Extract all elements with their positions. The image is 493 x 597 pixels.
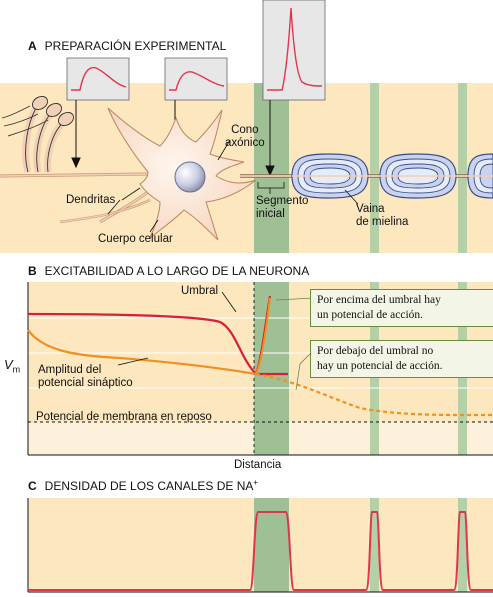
label-umbral: Umbral	[181, 285, 219, 297]
label-potencial-reposo: Potencial de membrana en reposo	[36, 411, 212, 423]
label-cono: Cono	[231, 124, 259, 136]
label-amplitud-line1: Amplitud del	[38, 364, 102, 376]
label-dendritas: Dendritas	[66, 194, 116, 206]
panel-a-title-text: PREPARACIÓN EXPERIMENTAL	[44, 39, 227, 53]
panel-c-letter: C	[28, 479, 37, 493]
recording-trace-dendrite	[66, 57, 130, 101]
label-vaina: Vaina	[356, 203, 385, 215]
panel-c-title-sup: +	[253, 478, 259, 487]
callout-above-threshold: Por encima del umbral hay un potencial d…	[310, 289, 493, 327]
recording-trace-soma	[164, 57, 228, 101]
label-segmento: Segmento	[256, 195, 309, 207]
label-vaina-de-mielina: Vaina de mielina	[356, 203, 408, 229]
label-amplitud: Amplitud del potencial sináptico	[38, 364, 133, 390]
neuron-cell	[0, 107, 493, 241]
myelin-sheaths	[291, 153, 493, 199]
sodium-channel-density-curve	[28, 511, 493, 591]
callout-above-line1: Por encima del umbral hay	[317, 294, 441, 306]
panel-b-letter: B	[28, 264, 37, 278]
synaptic-potential-curve	[27, 297, 493, 417]
y-axis-label-vm: Vm	[4, 358, 20, 377]
panel-c-title-text: DENSIDAD DE LOS CANALES DE NA	[44, 479, 254, 493]
nucleus	[174, 161, 206, 193]
callout-below-threshold: Por debajo del umbral no hay un potencia…	[310, 340, 493, 378]
panel-c-background	[27, 498, 493, 593]
panel-a-letter: A	[28, 39, 37, 53]
label-de-mielina: de mielina	[356, 216, 409, 228]
label-amplitud-line2: potencial sináptico	[38, 377, 133, 389]
panel-b-title: B EXCITABILIDAD A LO LARGO DE LA NEURONA	[28, 264, 309, 278]
panel-b-title-text: EXCITABILIDAD A LO LARGO DE LA NEURONA	[44, 264, 310, 278]
panel-b-leader-lines	[117, 291, 315, 391]
panel-a-title: A PREPARACIÓN EXPERIMENTAL	[28, 39, 226, 53]
y-axis-label-v: V	[4, 357, 13, 372]
x-axis-label-distancia: Distancia	[234, 459, 282, 471]
label-inicial: inicial	[256, 208, 285, 220]
callout-below-line2: hay un potencial de acción.	[317, 360, 443, 372]
panel-a-leader-lines	[107, 139, 359, 233]
label-cono-axonico: Cono axónico	[225, 124, 265, 150]
callout-below-line1: Por debajo del umbral no	[317, 345, 434, 357]
y-axis-label-sub: m	[12, 364, 21, 375]
recording-trace-initial-segment	[262, 0, 326, 101]
label-segmento-inicial: Segmento inicial	[256, 195, 308, 221]
label-axonico: axónico	[225, 137, 265, 149]
panel-c-title: C DENSIDAD DE LOS CANALES DE NA+	[28, 478, 258, 493]
callout-above-line2: un potencial de acción.	[317, 309, 424, 321]
presynaptic-terminals-icon	[1, 95, 74, 173]
label-cuerpo-celular: Cuerpo celular	[98, 233, 173, 245]
